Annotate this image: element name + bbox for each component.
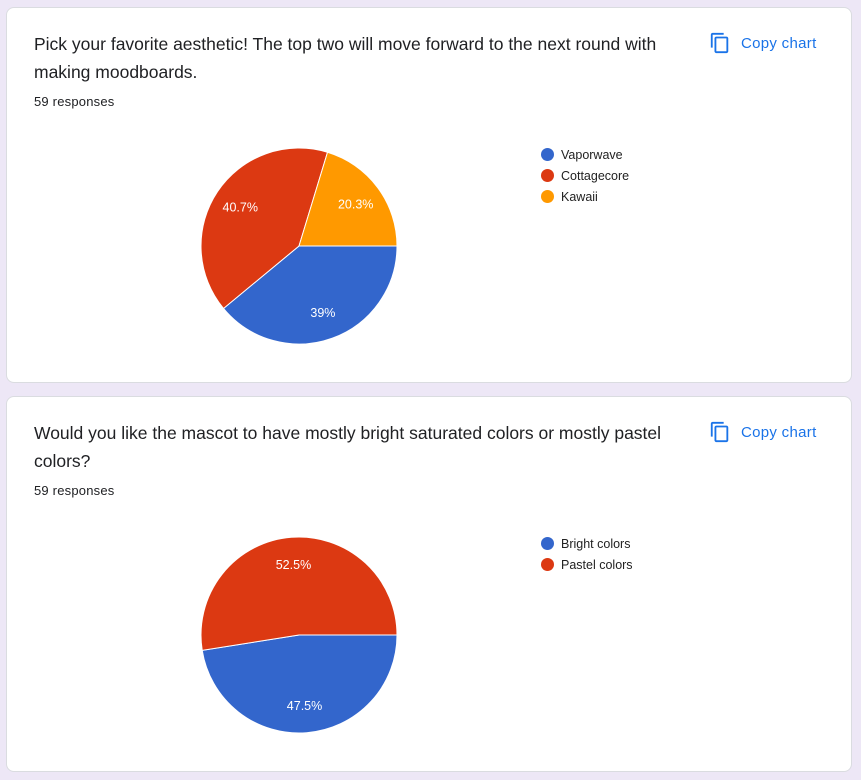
chart-legend: Vaporwave Cottagecore Kawaii <box>541 144 629 207</box>
copy-chart-button[interactable]: Copy chart <box>703 26 823 60</box>
copy-icon <box>710 421 729 443</box>
question-title: Would you like the mascot to have mostly… <box>34 423 662 471</box>
pie-slice-pastel-colors[interactable] <box>200 536 398 651</box>
pie-slice-vaporwave[interactable] <box>222 245 398 345</box>
response-count: 59 responses <box>34 483 115 498</box>
copy-icon <box>710 32 729 54</box>
pie-chart: 47.5% 52.5% <box>200 536 398 734</box>
pie-slice-bright-colors[interactable] <box>201 634 398 734</box>
legend-label: Bright colors <box>561 536 631 551</box>
pie-chart: 39% 40.7% 20.3% <box>200 147 398 345</box>
copy-chart-button[interactable]: Copy chart <box>703 415 823 449</box>
legend-item[interactable]: Vaporwave <box>541 144 629 165</box>
pie-slice-cottagecore[interactable] <box>200 147 329 310</box>
slice-label: 20.3% <box>338 197 373 211</box>
response-count: 59 responses <box>34 94 115 109</box>
chart-legend: Bright colors Pastel colors <box>541 533 633 575</box>
legend-item[interactable]: Bright colors <box>541 533 633 554</box>
legend-item[interactable]: Kawaii <box>541 186 629 207</box>
copy-chart-label: Copy chart <box>741 423 817 441</box>
slice-label: 52.5% <box>276 558 311 572</box>
copy-chart-label: Copy chart <box>741 34 817 52</box>
question-card: Would you like the mascot to have mostly… <box>6 396 852 772</box>
question-title: Pick your favorite aesthetic! The top tw… <box>34 34 657 82</box>
pie-slice-kawaii[interactable] <box>298 151 398 247</box>
legend-item[interactable]: Cottagecore <box>541 165 629 186</box>
legend-label: Kawaii <box>561 189 598 204</box>
legend-label: Pastel colors <box>561 557 633 572</box>
legend-swatch <box>541 537 554 550</box>
legend-item[interactable]: Pastel colors <box>541 554 633 575</box>
slice-label: 47.5% <box>287 699 322 713</box>
slice-label: 39% <box>310 306 335 320</box>
legend-swatch <box>541 558 554 571</box>
legend-swatch <box>541 190 554 203</box>
legend-swatch <box>541 148 554 161</box>
legend-swatch <box>541 169 554 182</box>
legend-label: Vaporwave <box>561 147 623 162</box>
legend-label: Cottagecore <box>561 168 630 183</box>
question-card: Pick your favorite aesthetic! The top tw… <box>6 7 852 383</box>
slice-label: 40.7% <box>223 200 258 214</box>
